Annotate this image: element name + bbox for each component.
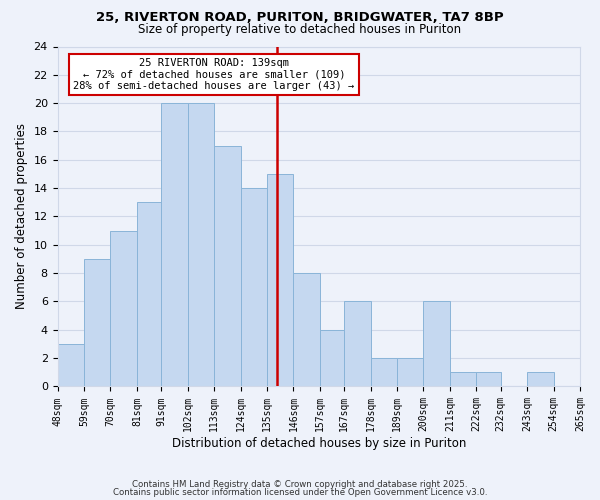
Bar	[580, 372, 600, 386]
Bar	[424, 302, 450, 386]
Bar	[137, 202, 161, 386]
Text: Size of property relative to detached houses in Puriton: Size of property relative to detached ho…	[139, 22, 461, 36]
Bar	[214, 146, 241, 386]
Bar	[161, 103, 188, 387]
Bar	[84, 259, 110, 386]
Text: 25 RIVERTON ROAD: 139sqm
← 72% of detached houses are smaller (109)
28% of semi-: 25 RIVERTON ROAD: 139sqm ← 72% of detach…	[73, 58, 355, 91]
X-axis label: Distribution of detached houses by size in Puriton: Distribution of detached houses by size …	[172, 437, 466, 450]
Bar	[527, 372, 554, 386]
Bar	[188, 103, 214, 387]
Bar	[371, 358, 397, 386]
Bar	[58, 344, 84, 387]
Bar	[450, 372, 476, 386]
Bar	[267, 174, 293, 386]
Bar	[110, 230, 137, 386]
Bar	[320, 330, 344, 386]
Y-axis label: Number of detached properties: Number of detached properties	[15, 124, 28, 310]
Text: Contains public sector information licensed under the Open Government Licence v3: Contains public sector information licen…	[113, 488, 487, 497]
Text: Contains HM Land Registry data © Crown copyright and database right 2025.: Contains HM Land Registry data © Crown c…	[132, 480, 468, 489]
Bar	[293, 273, 320, 386]
Bar	[241, 188, 267, 386]
Bar	[344, 302, 371, 386]
Bar	[397, 358, 424, 386]
Bar	[476, 372, 500, 386]
Text: 25, RIVERTON ROAD, PURITON, BRIDGWATER, TA7 8BP: 25, RIVERTON ROAD, PURITON, BRIDGWATER, …	[96, 11, 504, 24]
